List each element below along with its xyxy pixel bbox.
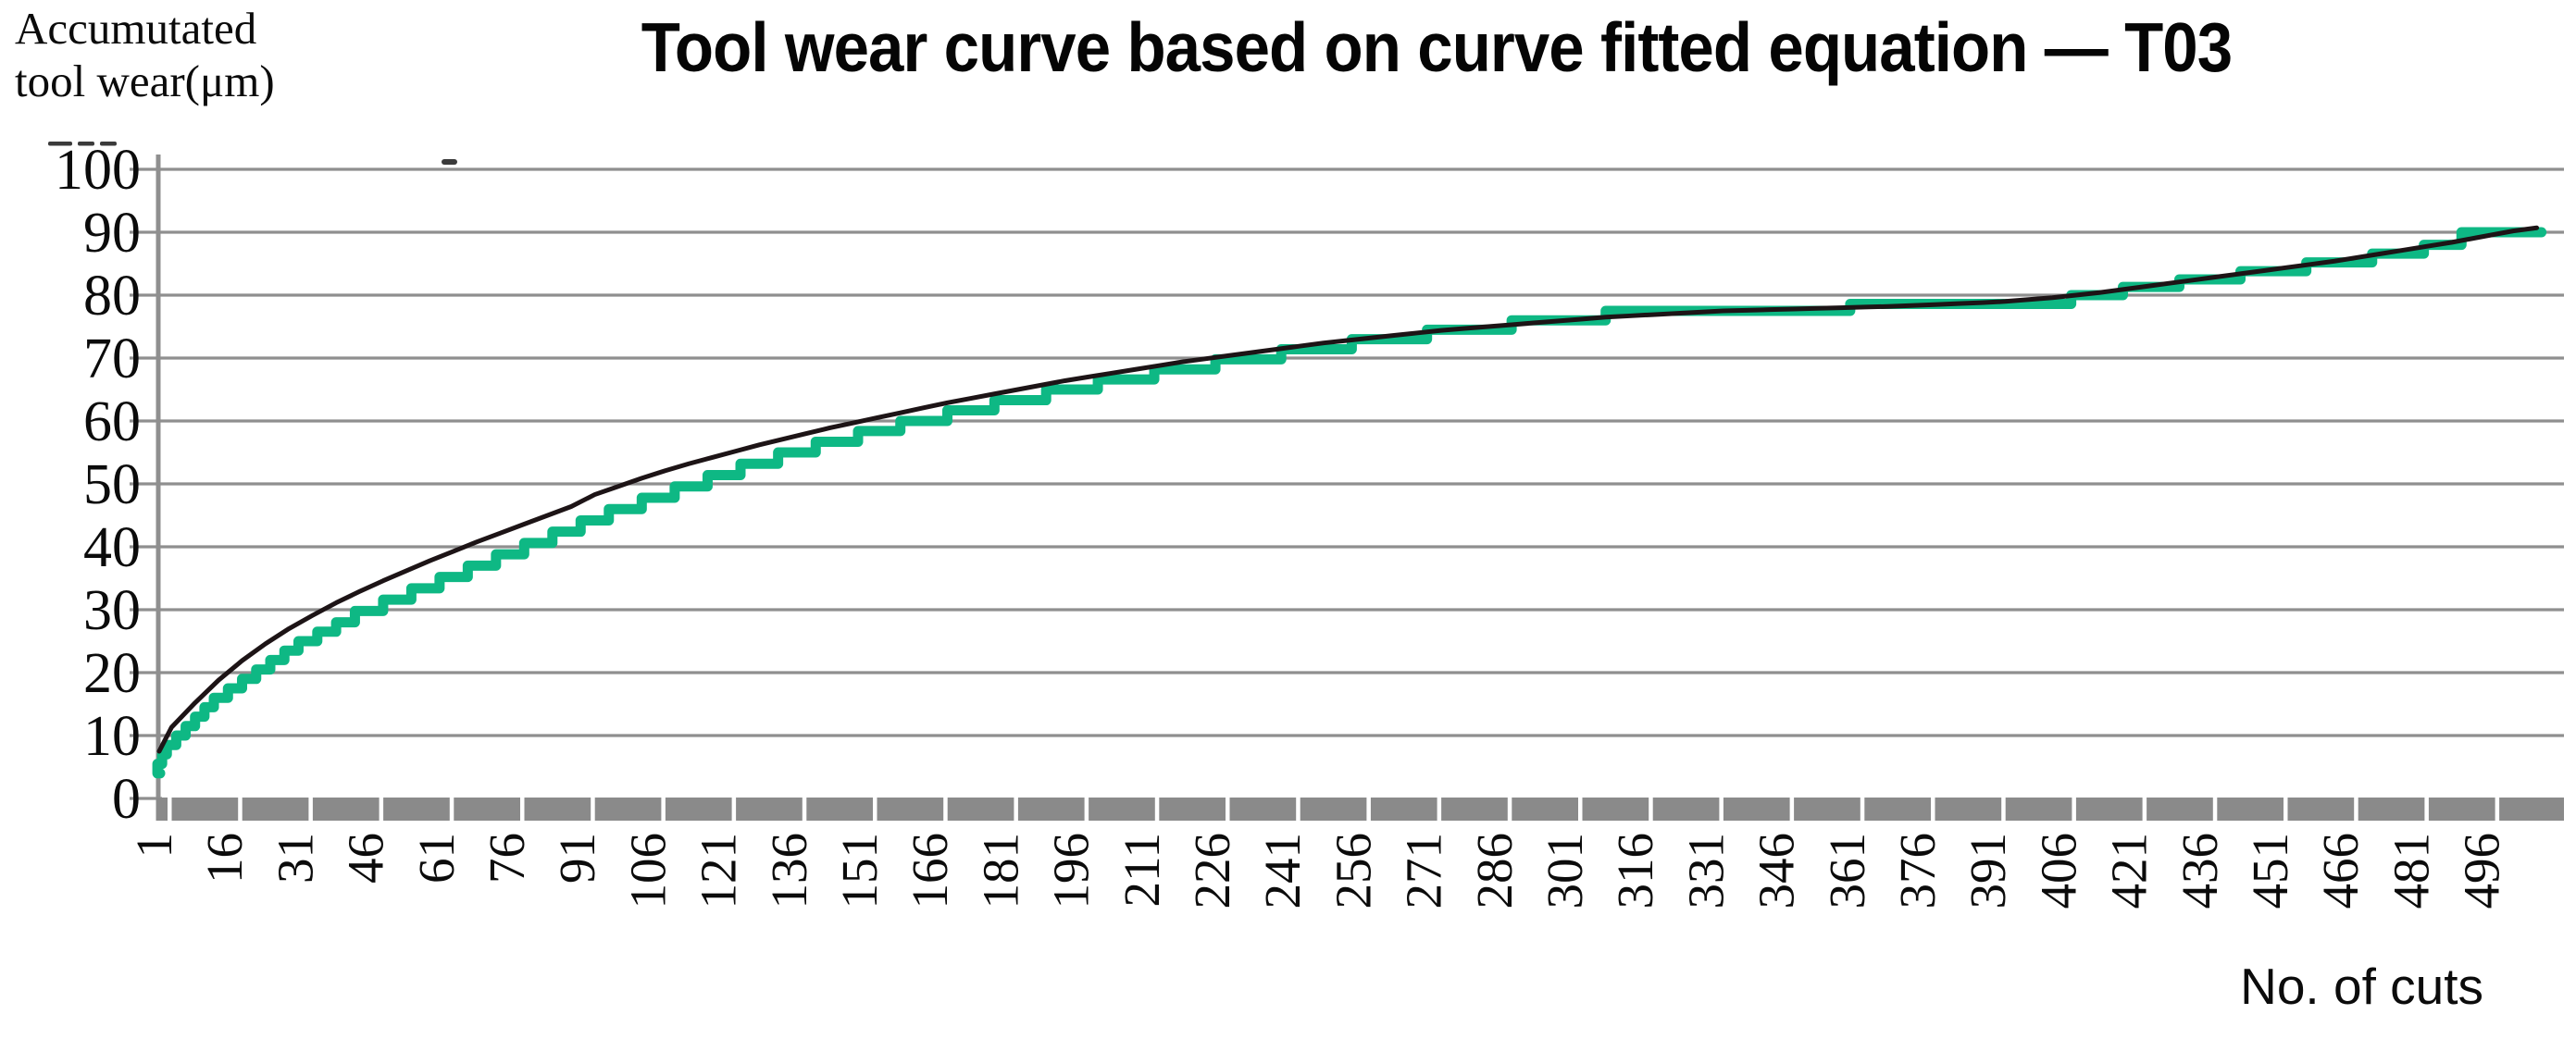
x-tick-label: 406: [2030, 833, 2086, 909]
x-tick-label: 361: [1819, 833, 1875, 909]
y-tick-label: 60: [83, 390, 141, 453]
x-axis-tick-separator: [520, 798, 525, 821]
chart-title: Tool wear curve based on curve fitted eq…: [641, 8, 2233, 86]
x-axis-tick-separator: [802, 798, 807, 821]
wear-step-series: [152, 227, 2547, 779]
x-axis-tick-separator: [449, 798, 454, 821]
x-axis-tick-separator: [2212, 798, 2218, 821]
x-axis-tick-separator: [2424, 798, 2429, 821]
x-tick-label: 61: [408, 833, 465, 884]
x-tick-label: 331: [1677, 833, 1734, 909]
x-tick-label: 181: [972, 833, 1028, 909]
x-tick-label: 271: [1396, 833, 1452, 909]
x-tick-label: 451: [2242, 833, 2298, 909]
artifact-overbar: [78, 142, 94, 146]
x-axis-tick-separator: [943, 798, 948, 821]
artifact-dash: [442, 159, 457, 165]
artifact-overbar: [100, 142, 117, 146]
x-tick-label: 196: [1043, 833, 1100, 909]
x-axis-tick-separator: [168, 798, 172, 821]
x-tick-label: 316: [1607, 833, 1663, 909]
x-axis-tick-separator: [1649, 798, 1653, 821]
x-axis-tick-separator: [2142, 798, 2147, 821]
x-tick-label: 136: [761, 833, 817, 909]
x-tick-label: 76: [479, 833, 535, 884]
x-tick-label: 211: [1114, 833, 1170, 907]
x-axis-tick-separator: [1719, 798, 1724, 821]
x-tick-label: 166: [902, 833, 958, 909]
x-axis-tick-separator: [1507, 798, 1512, 821]
x-tick-label: 226: [1184, 833, 1240, 909]
y-tick-label: 30: [83, 579, 141, 642]
x-tick-label: 106: [619, 833, 676, 909]
y-axis-title: Accumutated tool wear(μm): [15, 2, 275, 107]
x-axis-band: [156, 798, 2564, 821]
x-axis-tick-separator: [238, 798, 243, 821]
x-axis-tick-separator: [873, 798, 877, 821]
x-axis-tick-separator: [1437, 798, 1442, 821]
x-tick-label: 151: [831, 833, 888, 909]
x-axis-tick-separator: [591, 798, 595, 821]
x-axis-title: No. of cuts: [2240, 958, 2483, 1015]
y-tick-label: 10: [83, 705, 141, 768]
x-axis-tick-separator: [308, 798, 313, 821]
x-tick-label: 481: [2383, 833, 2439, 909]
y-tick-label: 70: [83, 328, 141, 390]
x-tick-label: 436: [2172, 833, 2228, 909]
y-tick-label: 20: [83, 642, 141, 705]
x-tick-label: 46: [338, 833, 394, 884]
x-axis-tick-separator: [1226, 798, 1230, 821]
y-tick-label: 0: [112, 768, 141, 831]
x-axis-tick-separator: [1084, 798, 1089, 821]
x-tick-label: 376: [1889, 833, 1946, 909]
y-tick-label: 90: [83, 202, 141, 265]
x-axis-tick-separator: [1789, 798, 1795, 821]
x-axis-tick-separator: [2284, 798, 2288, 821]
x-tick-label: 91: [549, 833, 605, 884]
fitted-curve-series: [156, 225, 2540, 754]
x-axis-tick-separator: [1014, 798, 1018, 821]
y-axis-title-line2: tool wear(μm): [15, 56, 275, 106]
x-axis-tick-separator: [1366, 798, 1371, 821]
x-tick-label: 301: [1537, 833, 1593, 909]
x-axis-tick-separator: [379, 798, 384, 821]
x-axis-tick-separator: [731, 798, 737, 821]
y-axis-title-line1: Accumutated: [15, 3, 257, 54]
y-tick-label: 50: [83, 453, 141, 516]
x-tick-label: 1: [126, 833, 182, 859]
x-tick-label: 16: [196, 833, 253, 884]
x-axis-tick-separator: [2495, 798, 2500, 821]
x-tick-label: 256: [1325, 833, 1381, 909]
artifact-overbar: [48, 142, 72, 146]
y-tick-label: 80: [83, 265, 141, 328]
x-tick-label: 421: [2101, 833, 2158, 909]
x-tick-label: 241: [1254, 833, 1311, 909]
x-tick-label: 31: [267, 833, 323, 884]
y-tick-label: 100: [55, 139, 141, 202]
x-tick-label: 286: [1466, 833, 1523, 909]
x-axis-tick-separator: [1296, 798, 1300, 821]
y-tick-label: 40: [83, 516, 141, 579]
x-axis-tick-separator: [1154, 798, 1160, 821]
x-axis-tick-separator: [1578, 798, 1583, 821]
x-axis-tick-separator: [2001, 798, 2006, 821]
x-axis-tick-separator: [1931, 798, 1935, 821]
x-axis-tick-separator: [1860, 798, 1865, 821]
x-tick-label: 121: [691, 833, 747, 909]
x-axis-tick-separator: [2072, 798, 2076, 821]
x-tick-label: 496: [2454, 833, 2510, 909]
x-axis-tick-separator: [661, 798, 666, 821]
x-tick-label: 391: [1960, 833, 2016, 909]
x-axis-tick-separator: [2354, 798, 2358, 821]
x-tick-label: 466: [2312, 833, 2369, 909]
x-tick-label: 346: [1748, 833, 1805, 909]
